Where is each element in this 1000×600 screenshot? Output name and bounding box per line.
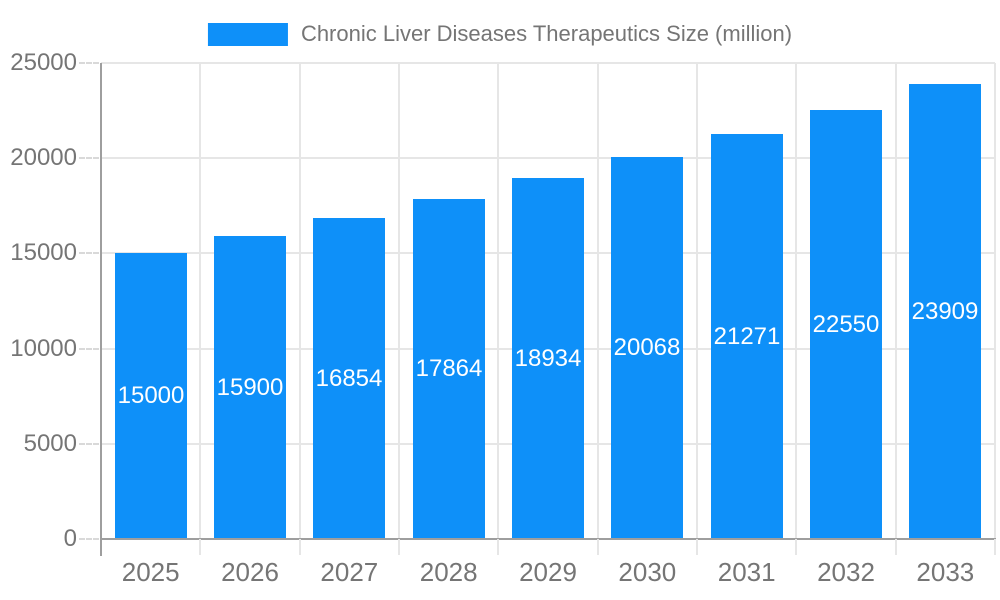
y-tick-mark bbox=[79, 347, 99, 350]
bar-value-label-2032: 22550 bbox=[812, 310, 880, 338]
x-tick-label-2026: 2026 bbox=[221, 557, 279, 587]
x-tick-label-2025: 2025 bbox=[121, 557, 180, 587]
bar-2033[interactable] bbox=[909, 84, 981, 539]
x-tick-mark bbox=[298, 539, 301, 555]
x-tick-mark bbox=[696, 539, 698, 555]
bar-value-label-2029: 18934 bbox=[514, 344, 582, 372]
bar-2032[interactable] bbox=[810, 110, 882, 539]
h-gridline bbox=[101, 157, 995, 160]
bar-value-label-2027: 16854 bbox=[315, 364, 383, 392]
bar-2028[interactable] bbox=[413, 199, 485, 539]
v-gridline bbox=[298, 63, 301, 539]
v-gridline bbox=[398, 63, 400, 539]
bar-value-label-2033: 23909 bbox=[911, 297, 979, 325]
y-tick-mark bbox=[79, 442, 99, 445]
y-tick-label-10000: 10000 bbox=[10, 334, 77, 362]
plot-area: 15000 15900 16854 17864 18934 20068 21271 22550… bbox=[101, 62, 996, 539]
x-tick-mark bbox=[894, 539, 897, 555]
x-tick-mark bbox=[398, 539, 400, 555]
v-gridline bbox=[696, 63, 698, 539]
v-gridline bbox=[795, 63, 798, 539]
x-tick-mark bbox=[795, 539, 798, 555]
x-tick-mark bbox=[994, 539, 996, 555]
bar-2031[interactable] bbox=[711, 134, 783, 539]
y-tick-mark bbox=[79, 252, 99, 255]
x-tick-label-2031: 2031 bbox=[717, 557, 776, 587]
bar-value-label-2031: 21271 bbox=[713, 322, 781, 350]
bar-2025[interactable] bbox=[115, 253, 187, 539]
x-tick-mark bbox=[497, 539, 500, 555]
y-tick-label-25000: 25000 bbox=[10, 49, 77, 76]
bar-value-label-2025: 15000 bbox=[117, 382, 185, 409]
x-tick-label-2032: 2032 bbox=[817, 557, 875, 587]
x-tick-mark bbox=[199, 539, 202, 555]
x-tick-label-2029: 2029 bbox=[519, 557, 577, 587]
bar-2029[interactable] bbox=[512, 178, 584, 539]
legend[interactable]: Chronic Liver Diseases Therapeutics Size… bbox=[207, 21, 793, 47]
h-gridline bbox=[101, 62, 995, 64]
y-tick-mark bbox=[79, 62, 99, 64]
v-gridline bbox=[596, 63, 599, 539]
x-tick-label-2028: 2028 bbox=[419, 557, 478, 587]
y-tick-label-20000: 20000 bbox=[10, 144, 77, 172]
y-tick-mark bbox=[79, 157, 99, 160]
x-tick-label-2033: 2033 bbox=[916, 557, 975, 587]
y-tick-label-15000: 15000 bbox=[10, 239, 77, 267]
x-tick-label-2027: 2027 bbox=[320, 557, 379, 587]
x-tick-label-2030: 2030 bbox=[618, 557, 677, 587]
legend-swatch[interactable] bbox=[207, 22, 288, 46]
v-gridline bbox=[199, 63, 202, 539]
v-gridline bbox=[497, 63, 500, 539]
bar-value-label-2030: 20068 bbox=[613, 334, 681, 361]
bar-value-label-2028: 17864 bbox=[415, 355, 483, 382]
bar-value-label-2026: 15900 bbox=[216, 373, 284, 401]
y-tick-mark bbox=[79, 538, 99, 540]
v-gridline bbox=[994, 63, 996, 539]
y-tick-label-0: 0 bbox=[63, 525, 77, 552]
x-tick-mark bbox=[596, 539, 599, 555]
chart-title: Chronic Liver Diseases Therapeutics Size… bbox=[300, 21, 793, 46]
v-gridline bbox=[894, 63, 897, 539]
bar-2030[interactable] bbox=[611, 157, 683, 539]
bar-2027[interactable] bbox=[313, 218, 385, 539]
y-tick-label-5000: 5000 bbox=[23, 429, 77, 457]
bar-2026[interactable] bbox=[214, 236, 286, 539]
